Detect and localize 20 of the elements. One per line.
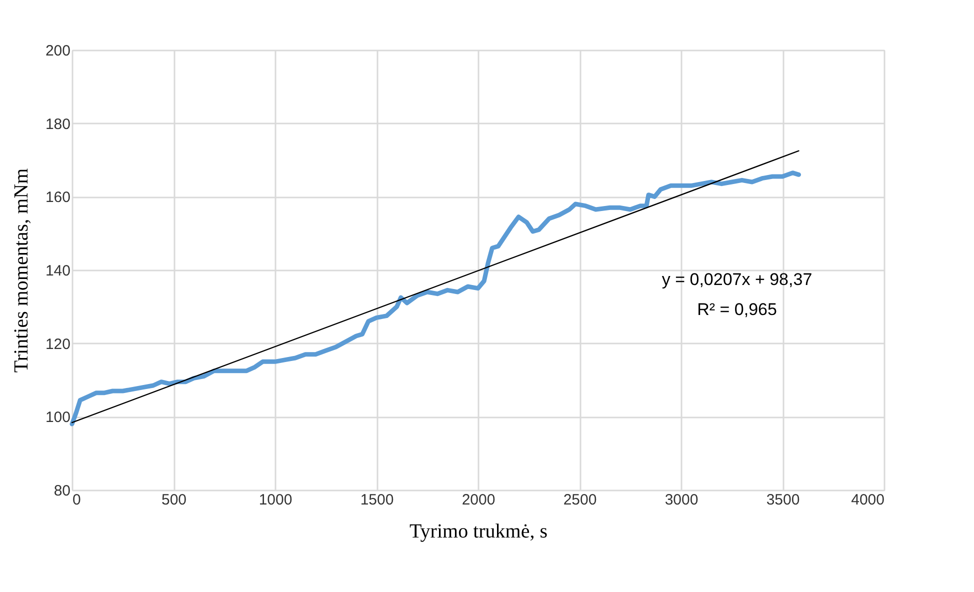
annotation: R² = 0,965	[697, 300, 777, 319]
y-tick-label: 100	[45, 409, 70, 426]
y-tick-label: 200	[45, 42, 70, 60]
x-tick-label: 2500	[563, 492, 597, 508]
y-tick-label: 160	[45, 189, 70, 206]
y-tick-label: 140	[45, 262, 70, 280]
y-tick-label: 80	[54, 482, 70, 500]
x-tick-label: 4000	[851, 492, 884, 508]
x-tick-label: 2000	[462, 492, 496, 508]
y-axis-title: Trinties momentas, mNm	[10, 168, 32, 373]
x-tick-label: 3000	[664, 492, 698, 508]
y-tick-label: 120	[45, 336, 70, 353]
y-tick-label: 180	[45, 116, 70, 133]
x-tick-label: 1500	[360, 492, 394, 508]
x-tick-label: 1000	[258, 492, 292, 508]
x-tick-label: 0	[72, 492, 81, 508]
x-tick-label: 500	[161, 492, 187, 508]
x-tick-label: 3500	[766, 492, 800, 508]
x-axis-title: Tyrimo trukmė, s	[409, 520, 548, 542]
annotation: y = 0,0207x + 98,37	[662, 270, 812, 289]
